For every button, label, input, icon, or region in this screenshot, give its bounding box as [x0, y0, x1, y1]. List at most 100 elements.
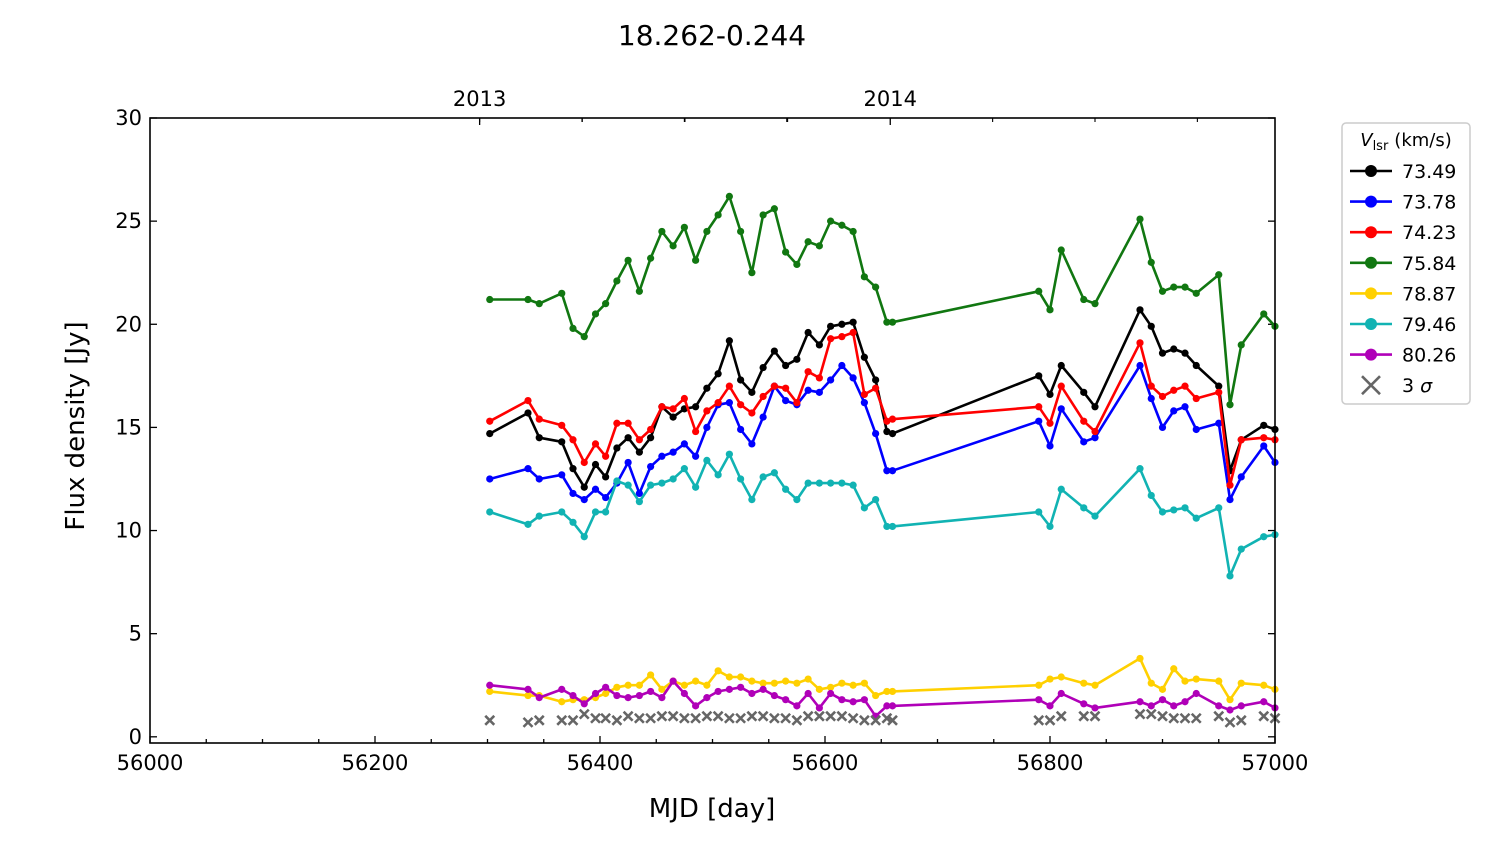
- data-point: [770, 691, 778, 700]
- legend-marker: [1365, 318, 1377, 330]
- data-point: [591, 689, 600, 698]
- data-point: [591, 508, 600, 516]
- data-point: [793, 399, 801, 407]
- data-point: [486, 687, 494, 696]
- data-point: [793, 355, 801, 363]
- data-point: [793, 260, 801, 269]
- data-point: [1046, 675, 1054, 683]
- sigma-marker: [690, 712, 702, 724]
- sigma-marker-stroke: [735, 712, 747, 724]
- data-point: [1035, 417, 1043, 425]
- data-point: [714, 667, 722, 675]
- sigma-marker-stroke: [768, 712, 780, 724]
- legend-title-symbol: V: [1360, 130, 1374, 151]
- data-point: [624, 256, 632, 264]
- legend-label: 74.23: [1402, 222, 1456, 244]
- data-point: [883, 427, 891, 436]
- data-point: [635, 489, 643, 498]
- sigma-marker: [533, 714, 545, 726]
- data-point: [1091, 434, 1099, 442]
- sigma-marker-stroke: [667, 710, 679, 722]
- sigma-marker: [1258, 710, 1270, 722]
- data-point: [1215, 382, 1223, 390]
- data-point: [658, 685, 666, 693]
- data-point: [883, 522, 891, 531]
- data-point: [1080, 417, 1088, 425]
- data-point: [1260, 681, 1268, 689]
- sigma-marker: [1055, 710, 1067, 722]
- data-point: [535, 415, 543, 423]
- series-74.23: [486, 328, 1279, 489]
- sigma-marker-stroke: [690, 712, 702, 724]
- data-point: [1057, 246, 1065, 254]
- y-axis: 0 5 10 15 20 25 30: [115, 106, 1275, 749]
- plot-frame: [149, 117, 1276, 744]
- data-point: [1136, 698, 1144, 706]
- y-tick-label: 30: [115, 106, 142, 130]
- sigma-marker-stroke: [701, 710, 713, 722]
- legend-label: 80.26: [1402, 345, 1456, 367]
- sigma-marker-stroke: [1044, 714, 1056, 726]
- data-point: [1046, 702, 1054, 710]
- sigma-marker: [1078, 710, 1090, 722]
- data-point: [725, 382, 733, 390]
- legend-title: Vlsr (km/s): [1360, 130, 1452, 154]
- plot-area: [484, 192, 1281, 728]
- data-point: [725, 192, 733, 200]
- data-point: [827, 683, 835, 691]
- series-79.46: [486, 450, 1279, 580]
- legend-label: 3 σ: [1402, 375, 1433, 397]
- sigma-marker: [735, 712, 747, 724]
- sigma-marker: [1145, 708, 1157, 720]
- data-point: [759, 413, 767, 421]
- data-point: [849, 481, 857, 489]
- legend-entry-74.23: 74.23: [1350, 222, 1456, 244]
- data-point: [1091, 300, 1099, 308]
- sigma-marker-stroke: [1078, 710, 1090, 722]
- data-point: [737, 425, 745, 434]
- data-point: [737, 683, 745, 691]
- data-point: [759, 473, 767, 481]
- data-point: [486, 508, 494, 516]
- data-point: [1091, 681, 1099, 689]
- data-point: [1046, 306, 1054, 314]
- data-point: [1237, 702, 1245, 710]
- sigma-marker-stroke: [1033, 714, 1045, 726]
- data-point: [737, 227, 745, 236]
- sigma-marker: [656, 710, 668, 722]
- three-sigma-markers: [484, 708, 1281, 728]
- data-point: [580, 458, 588, 467]
- data-point: [1080, 295, 1088, 304]
- data-point: [558, 289, 566, 297]
- data-point: [714, 211, 722, 219]
- data-point: [692, 702, 700, 710]
- sigma-marker: [522, 716, 534, 728]
- data-point: [782, 677, 790, 685]
- data-point: [1226, 696, 1234, 704]
- data-point: [1136, 215, 1144, 223]
- data-point: [580, 533, 588, 541]
- data-point: [658, 403, 666, 411]
- sigma-marker-stroke: [1235, 714, 1247, 726]
- data-point: [804, 675, 812, 683]
- y-axis-label: Flux density [Jy]: [61, 321, 91, 530]
- data-point: [692, 427, 700, 436]
- data-point: [1046, 522, 1054, 531]
- data-point: [1147, 322, 1155, 330]
- data-point: [759, 679, 767, 687]
- data-point: [1035, 696, 1043, 704]
- data-point: [860, 353, 868, 361]
- sigma-marker: [768, 712, 780, 724]
- data-point: [1091, 512, 1099, 520]
- legend-marker: [1365, 348, 1377, 361]
- data-point: [647, 462, 655, 471]
- sigma-marker-stroke: [645, 712, 657, 724]
- data-point: [759, 211, 767, 219]
- data-point: [486, 295, 494, 304]
- sigma-marker: [813, 710, 825, 722]
- sigma-marker: [1213, 710, 1225, 722]
- data-point: [759, 685, 767, 693]
- legend-label: 79.46: [1402, 314, 1456, 336]
- data-point: [647, 481, 655, 489]
- y-tick-label: 0: [129, 725, 142, 749]
